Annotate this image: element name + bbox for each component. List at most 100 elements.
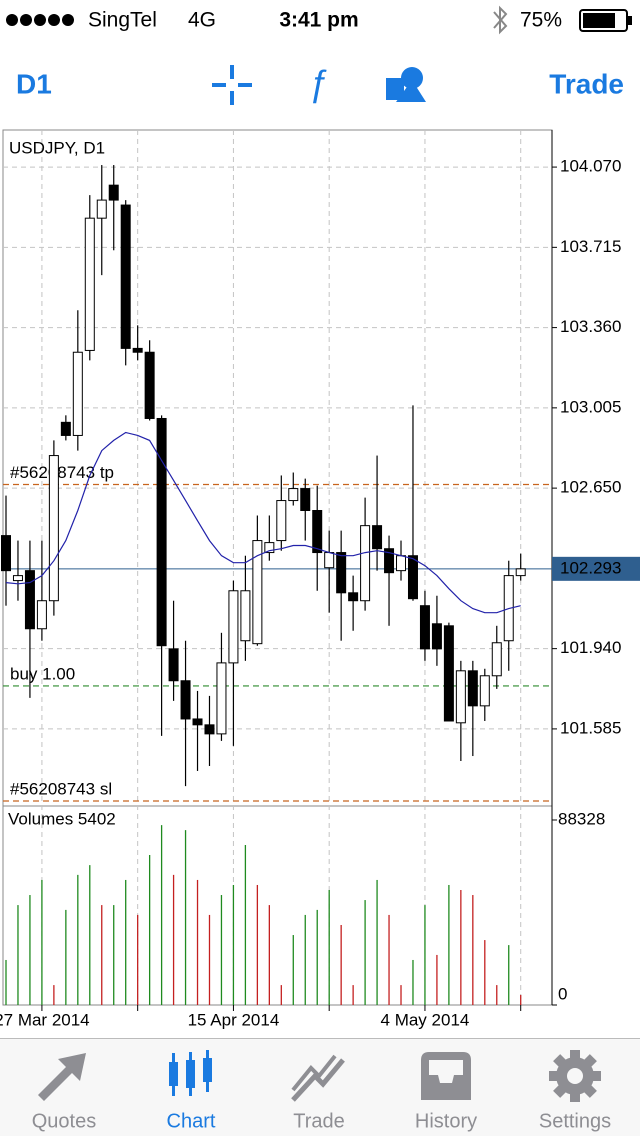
candle-body (288, 488, 299, 502)
battery-icon (579, 9, 628, 32)
candle-body (515, 568, 526, 577)
candle-body (300, 488, 311, 512)
candle-body (144, 351, 155, 419)
tab-label: Trade (293, 1110, 345, 1132)
crosshair-button[interactable] (212, 65, 252, 105)
y-tick-label: 103.360 (560, 317, 621, 336)
candle-body (216, 662, 227, 735)
status-bar: SingTel 4G 3:41 pm 75% (6, 5, 632, 35)
tab-icon (421, 1052, 471, 1100)
tab-label: Chart (167, 1110, 216, 1132)
candle-body (348, 592, 359, 602)
candle-body (156, 417, 167, 647)
candle-body (479, 675, 490, 707)
candle-body (396, 555, 407, 572)
order-level-label: buy 1.00 (10, 664, 75, 683)
y-tick-label: 101.940 (560, 638, 621, 657)
candle-body (264, 542, 275, 554)
last-price-label: 102.293 (560, 558, 621, 577)
chart-title: USDJPY, D1 (9, 138, 105, 157)
volume-title: Volumes 5402 (8, 809, 116, 828)
chart: 27 Mar 2014 15 Apr 2014 4 May 2014 104.070 1… (0, 129, 640, 1029)
candle-body (36, 600, 47, 630)
tab-item[interactable]: Trade (291, 1054, 345, 1132)
candle-body (384, 548, 395, 574)
icon-part (567, 1068, 583, 1084)
tab-item[interactable]: Settings (539, 1050, 611, 1132)
candle-body (276, 500, 287, 542)
icon-part (421, 1052, 471, 1100)
x-tick-label: 15 Apr 2014 (188, 1010, 280, 1029)
candle-body (491, 642, 502, 677)
icon-part (291, 1058, 345, 1102)
candle-body (168, 648, 179, 682)
signal-dots (6, 14, 74, 26)
y-tick-label: 103.005 (560, 397, 621, 416)
toolbar: D1 ƒ Trade (16, 63, 624, 105)
carrier: SingTel (88, 9, 157, 32)
candle-body (180, 680, 191, 720)
y-tick-label: 0 (558, 984, 567, 1003)
candle-body (132, 347, 143, 353)
tab-bar-bg (0, 1038, 640, 1136)
candle-body (120, 204, 131, 349)
y-tick-label: 103.715 (560, 237, 621, 256)
last-price-box (552, 556, 640, 581)
candle-body (467, 670, 478, 707)
candle-body (324, 552, 335, 569)
battery-level (583, 13, 615, 28)
candle-body (455, 670, 466, 724)
y-tick-label: 102.650 (560, 478, 621, 497)
candle-body (60, 421, 71, 436)
candle-body (24, 570, 35, 630)
network: 4G (188, 9, 216, 32)
moving-average (5, 431, 521, 614)
candle-body (72, 351, 83, 436)
candle-body (96, 199, 107, 219)
trade-button[interactable]: Trade (549, 68, 624, 99)
candle-body (240, 590, 251, 642)
candle-body (419, 605, 430, 650)
candle-body (84, 217, 95, 351)
candle-body (336, 552, 347, 594)
objects-button[interactable] (386, 67, 426, 102)
bluetooth-icon (493, 5, 508, 35)
battery-tip (628, 16, 632, 25)
candle-body (192, 718, 203, 726)
timeframe-button[interactable]: D1 (16, 68, 52, 99)
candle-body (443, 625, 454, 722)
order-level-label: #56208743 sl (10, 780, 112, 799)
tab-item[interactable]: Chart (167, 1050, 216, 1132)
indicators-button[interactable]: ƒ (308, 63, 328, 105)
clock: 3:41 pm (279, 9, 358, 32)
candle-body (108, 184, 119, 201)
candle-body (360, 525, 371, 602)
x-tick-label: 27 Mar 2014 (0, 1010, 90, 1029)
candle-body (12, 575, 23, 582)
candle-body (312, 510, 323, 554)
tab-icon (291, 1054, 345, 1102)
candle-body (407, 555, 418, 600)
candle-body (204, 724, 215, 735)
tab-item[interactable]: History (415, 1052, 477, 1132)
tab-icon (169, 1050, 212, 1096)
candle-body (228, 590, 239, 664)
tab-label: Settings (539, 1110, 611, 1132)
x-tick-label: 4 May 2014 (381, 1010, 470, 1029)
candle-body (252, 540, 263, 645)
y-tick-label: 88328 (558, 809, 605, 828)
order-level-label: #56208743 tp (10, 463, 114, 482)
tab-bar: Quotes Chart Trade History Settings (0, 1038, 640, 1136)
y-tick-label: 104.070 (560, 157, 621, 176)
battery-percent: 75% (520, 9, 562, 32)
tab-label: History (415, 1110, 477, 1132)
tab-icon (549, 1050, 601, 1102)
tab-item[interactable]: Quotes (32, 1053, 96, 1132)
y-tick-label: 101.585 (560, 718, 621, 737)
tab-label: Quotes (32, 1110, 96, 1132)
tab-icon (38, 1053, 86, 1101)
candle-body (431, 623, 442, 650)
candle-body (48, 455, 59, 602)
icon-part (291, 1054, 337, 1092)
candle-body (1, 535, 11, 572)
